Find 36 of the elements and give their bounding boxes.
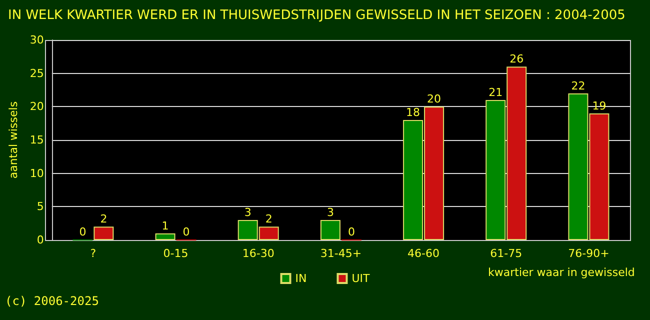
bar <box>320 220 340 240</box>
x-tick-label: 16-30 <box>242 247 274 260</box>
bar <box>94 226 114 240</box>
y-tick-label: 25 <box>30 66 44 80</box>
y-tick-label: 30 <box>30 34 44 46</box>
data-label: 3 <box>244 206 252 219</box>
data-label: 0 <box>348 226 355 238</box>
x-tick-label: 46-60 <box>408 247 440 260</box>
y-axis-title: aantal wissels <box>7 101 20 179</box>
x-tick-label: ? <box>90 247 96 260</box>
y-tick-label: 15 <box>30 134 44 146</box>
data-label: 0 <box>182 226 190 238</box>
data-label: 20 <box>427 92 442 106</box>
text: (c) 2006-2025 <box>5 294 99 308</box>
data-label: 1 <box>162 219 169 232</box>
y-tick-label: 5 <box>36 200 44 214</box>
data-label: 2 <box>100 212 108 226</box>
data-label: 26 <box>510 52 524 66</box>
data-label: 3 <box>326 206 334 219</box>
data-label: 0 <box>79 226 86 238</box>
x-tick-label: 31-45+ <box>320 247 362 260</box>
legend-label: UIT <box>352 272 370 285</box>
data-label: 22 <box>571 79 586 92</box>
y-tick-label: 10 <box>30 166 44 180</box>
chart-title: IN WELK KWARTIER WERD ER IN THUISWEDSTRIJDEN GEWISSELD IN HET SEIZOEN : 2004-2005 <box>8 8 626 23</box>
x-axis-title: kwartier waar in gewisseld <box>488 266 635 279</box>
x-tick-label: 0-15 <box>163 247 188 260</box>
x-tick-label: 61-75 <box>490 247 522 260</box>
legend-label: IN <box>295 272 307 285</box>
x-tick-label: 76-90+ <box>568 247 610 260</box>
bar <box>155 233 176 240</box>
y-tick-label: 0 <box>36 234 44 246</box>
data-label: 18 <box>406 106 420 119</box>
data-label: 2 <box>265 212 272 226</box>
y-tick-label: 20 <box>30 100 44 114</box>
data-label: 21 <box>488 86 503 99</box>
